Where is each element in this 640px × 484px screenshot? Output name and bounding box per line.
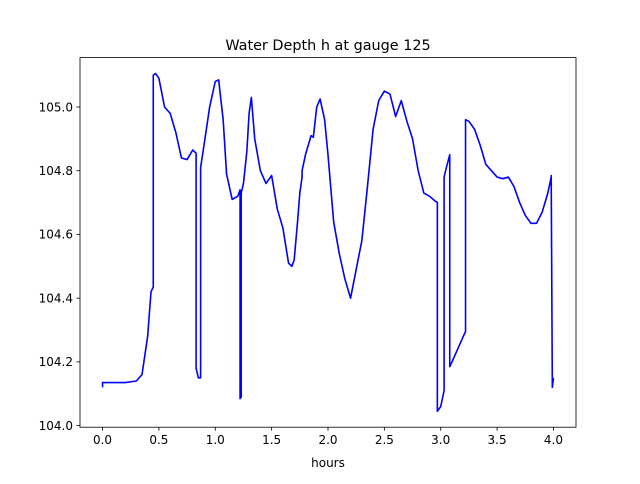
x-tick-label: 1.0 bbox=[206, 433, 225, 447]
y-tick-label: 104.0 bbox=[39, 419, 73, 433]
plot-frame bbox=[79, 57, 577, 428]
y-tick-label: 104.2 bbox=[39, 355, 73, 369]
x-tick-label: 2.5 bbox=[375, 433, 394, 447]
x-tick-label: 2.0 bbox=[318, 433, 337, 447]
x-axis-label: hours bbox=[311, 456, 345, 470]
y-tick-label: 104.8 bbox=[39, 164, 73, 178]
x-tick-label: 4.0 bbox=[544, 433, 563, 447]
chart-title: Water Depth h at gauge 125 bbox=[225, 38, 430, 54]
x-tick-label: 0.0 bbox=[93, 433, 112, 447]
y-tick-label: 104.4 bbox=[39, 291, 73, 305]
series-line-0 bbox=[101, 72, 555, 413]
x-tick-label: 1.5 bbox=[262, 433, 281, 447]
y-axis-ticks: 104.0 104.2 104.4 104.6 104.8 105.0 bbox=[39, 100, 80, 433]
x-tick-label: 0.5 bbox=[149, 433, 168, 447]
y-tick-label: 105.0 bbox=[39, 100, 73, 114]
x-axis-ticks: 0.0 0.5 1.0 1.5 2.0 2.5 3.0 3.5 4.0 bbox=[93, 427, 563, 447]
y-tick-label: 104.6 bbox=[39, 228, 73, 242]
series-group bbox=[101, 72, 555, 413]
x-tick-label: 3.5 bbox=[488, 433, 507, 447]
x-tick-label: 3.0 bbox=[431, 433, 450, 447]
